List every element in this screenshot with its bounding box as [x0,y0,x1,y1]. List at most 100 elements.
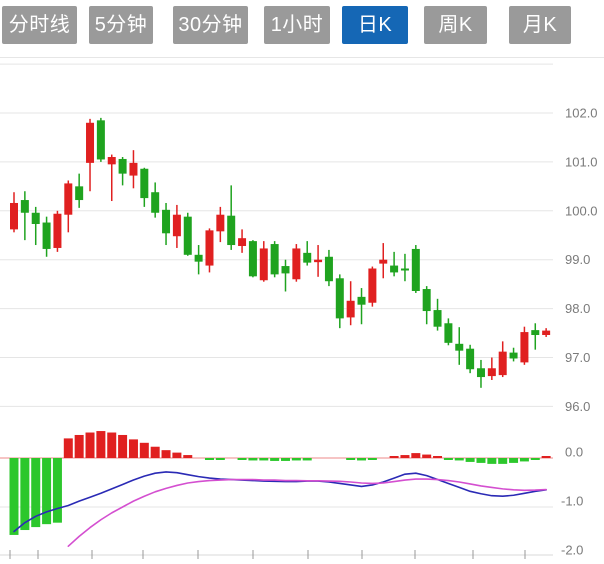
tab-daily-k-label: 日K [357,14,393,36]
macd-histogram-bar [509,458,519,463]
macd-histogram-bar [139,442,149,458]
macd-histogram-bar [150,446,160,458]
candle-body [368,268,377,303]
candle-body [183,216,192,255]
candle-body [390,265,399,273]
candle-body [444,323,453,343]
macd-histogram-bar [270,458,280,461]
price-axis-label: 98.0 [565,301,590,316]
macd-histogram-bar [161,450,171,458]
macd-axis-label: -2.0 [561,543,583,558]
tab-30min[interactable]: 30分钟 [173,6,248,44]
candle-body [531,330,540,336]
macd-histogram-bar [74,434,84,458]
macd-histogram-bar [519,458,529,462]
candle-body [411,248,420,291]
candle-body [96,120,105,160]
macd-histogram-bar [128,439,138,458]
candle-body [281,266,290,274]
macd-histogram-bar [172,452,182,458]
macd-histogram-bar [52,458,62,523]
macd-axis-label: -1.0 [561,494,583,509]
price-axis-label: 97.0 [565,350,590,365]
macd-histogram-bar [281,458,290,461]
candle-body [335,278,344,319]
macd-histogram-bar [107,432,117,458]
macd-histogram-bar [476,458,486,463]
candle-body [216,214,225,232]
macd-histogram-bar [183,455,193,458]
tab-time-line-label: 分时线 [8,14,71,36]
candle-body [400,268,409,271]
price-axis-label: 96.0 [565,399,590,414]
tab-daily-k[interactable]: 日K [342,6,408,44]
macd-histogram-bar [291,458,301,461]
candle-body [31,212,40,225]
timeframe-tab-bar: 分时线 5分钟 30分钟 1小时 日K 周K 月K [0,0,604,57]
candle-body [162,209,171,234]
tab-monthly-k-label: 月K [522,14,558,36]
macd-histogram-bar [541,456,551,458]
candle-body [10,202,18,230]
macd-histogram-bar [400,455,410,458]
candle-body [542,330,551,336]
candle-body [140,168,149,199]
candlestick-macd-chart: 102.0 101.0 100.0 99.0 98.0 97.0 96.0 0.0 -1.0 -2… [0,57,604,559]
macd-histogram-bar [530,458,540,460]
tab-monthly-k[interactable]: 月K [509,6,571,44]
candle-body [75,186,84,201]
macd-histogram-bar [9,458,19,535]
candle-body [314,259,323,263]
tab-1hour[interactable]: 1小时 [264,6,330,44]
candle-body [509,352,518,359]
macd-histogram-bar [367,458,377,460]
candle-body [194,254,203,262]
macd-histogram-bar [85,432,95,458]
candle-body [292,248,301,280]
macd-histogram-bar [454,458,464,461]
candle-body [118,158,127,174]
chart-area: 102.0 101.0 100.0 99.0 98.0 97.0 96.0 0.0 -1.0 -2… [0,57,604,559]
tab-5min[interactable]: 5分钟 [89,6,153,44]
macd-histogram-bar [487,458,497,464]
candle-body [455,343,464,351]
macd-histogram-bar [215,458,225,460]
macd-histogram-bar [422,454,432,458]
candle-body [270,244,279,275]
tab-weekly-k-label: 周K [438,14,473,36]
macd-histogram-bar [204,458,214,460]
candle-body [205,230,214,266]
candle-body [476,368,485,378]
macd-histogram-bar [259,458,269,461]
candle-body [129,162,138,176]
tab-time-line[interactable]: 分时线 [2,6,77,44]
macd-histogram-bar [346,458,356,460]
tab-30min-label: 30分钟 [178,14,243,36]
macd-histogram-bar [357,458,367,461]
candle-body [86,122,95,163]
candle-body [379,259,388,264]
candle-body [303,252,312,263]
candle-body [53,213,62,248]
candle-body [238,238,247,247]
macd-histogram-bar [465,458,475,462]
macd-dea-line [67,478,547,548]
macd-histogram-bar [498,458,508,464]
candle-body [346,300,355,318]
candle-body [487,368,496,377]
macd-histogram-bar [237,458,247,460]
macd-histogram-bar [118,434,128,458]
macd-histogram-bar [42,458,52,525]
candle-body [498,351,507,376]
candle-body [172,214,181,237]
macd-axis-label: 0.0 [565,445,583,460]
candle-body [42,222,51,249]
tab-weekly-k[interactable]: 周K [424,6,487,44]
candle-body [520,332,529,363]
price-axis-label: 100.0 [565,203,598,218]
macd-histogram-bar [20,458,30,531]
candle-body [259,248,268,281]
macd-histogram-bar [31,458,41,528]
candle-body [20,200,29,213]
candle-body [357,296,366,305]
